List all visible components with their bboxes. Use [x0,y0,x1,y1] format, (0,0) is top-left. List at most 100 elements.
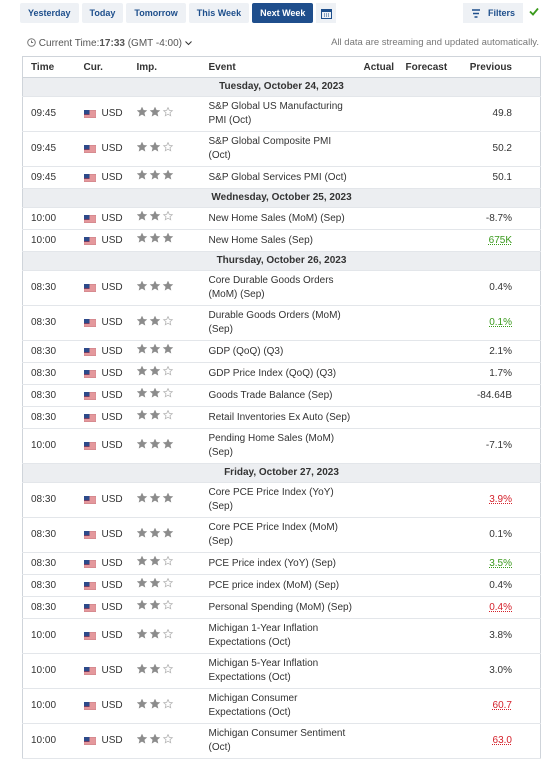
flag-icon [83,603,96,612]
event-row[interactable]: 10:00 USD Pending Home Sales (MoM) (Sep) -7… [22,428,541,464]
event[interactable]: New Home Sales (Sep) [200,229,356,252]
currency: USD [83,734,129,748]
event-row[interactable]: 08:30 USD Retail Inventories Ex Auto (Sep) [22,406,541,429]
currency-code: USD [101,700,123,711]
star [162,599,173,610]
event-row[interactable]: 09:45 USD S&P Global US Manufacturing PMI … [22,96,541,132]
event[interactable]: Goods Trade Balance (Sep) [200,384,356,407]
event[interactable]: Michigan 5-Year Inflation Expectations (… [200,653,356,689]
event[interactable]: Retail Inventories Ex Auto (Sep) [200,406,356,429]
forecast [397,688,456,724]
star [162,106,173,116]
column-header: Actual [355,56,398,78]
event-row[interactable]: 10:00 USD Michigan 5-Year Inflation Expect… [22,653,541,689]
star [162,698,173,708]
event[interactable]: PCE Price index (YoY) (Sep) [200,552,356,575]
currency: USD [83,212,129,226]
actual [355,305,398,341]
tab[interactable]: Yesterday [20,3,79,23]
previous: 50.2 [455,131,541,167]
flag-icon [83,145,96,153]
event[interactable]: S&P Global US Manufacturing PMI (Oct) [200,96,356,132]
event-row[interactable]: 08:30 USD Goods Trade Balance (Sep) -84.64B [22,384,541,407]
importance-stars [136,628,173,638]
event[interactable]: PCE price index (MoM) (Sep) [200,574,356,597]
event[interactable]: Michigan Consumer Sentiment (Oct) [200,723,356,759]
star [162,555,173,566]
event-row[interactable]: 08:30 USD PCE Price index (YoY) (Sep) 3.5% [22,552,541,575]
event[interactable]: Pending Home Sales (MoM) (Sep) [200,428,356,464]
event-row[interactable]: 09:45 USD S&P Global Composite PMI (Oct) 50… [22,131,541,167]
event-row[interactable]: 08:30 USD GDP (QoQ) (Q3) 2.1% [22,340,541,363]
event-row[interactable]: 10:00 USD Michigan Consumer Expectations (… [22,688,541,724]
event[interactable]: Core Durable Goods Orders (MoM) (Sep) [200,270,356,306]
forecast [397,653,456,689]
current-time[interactable]: Current Time:17:33 (GMT -4:00) [27,38,192,49]
actual [355,406,398,429]
event[interactable]: Durable Goods Orders (MoM) (Sep) [200,305,356,341]
header-row: Time Cur. Imp. Event Actual Forecast Previous [22,56,541,78]
event-row[interactable]: 10:00 USD Michigan Consumer Sentiment (Oct… [22,723,541,759]
forecast [397,618,456,654]
tab[interactable]: Next Week [252,3,314,23]
actual [355,270,398,306]
event-row[interactable]: 08:30 USD Core Durable Goods Orders (MoM) … [22,270,541,306]
currency-code: USD [101,345,123,357]
currency-cell: USD [75,270,129,306]
calendar-button[interactable] [316,3,337,23]
event[interactable]: New Home Sales (MoM) (Sep) [200,207,356,230]
importance-stars [136,365,173,376]
filter-icon [472,9,480,18]
event[interactable]: Michigan Consumer Expectations (Oct) [200,688,356,724]
previous [455,406,541,429]
star [136,232,147,243]
currency: USD [83,528,129,542]
event[interactable]: Personal Spending (MoM) (Sep) [200,596,356,619]
event[interactable]: Core PCE Price Index (YoY) (Sep) [200,482,356,518]
currency: USD [83,493,129,507]
currency-code: USD [101,108,123,119]
previous: 2.1% [455,340,541,363]
event-row[interactable]: 08:30 USD PCE price index (MoM) (Sep) 0.4% [22,574,541,597]
star [136,577,147,588]
currency: USD [83,171,129,185]
event-row[interactable]: 10:00 USD New Home Sales (Sep) 675K [22,229,541,252]
tab[interactable]: Tomorrow [126,3,186,23]
event[interactable]: S&P Global Services PMI (Oct) [200,166,356,189]
event[interactable]: Core PCE Price Index (MoM) (Sep) [200,517,356,553]
event-row[interactable]: 10:00 USD New Home Sales (MoM) (Sep) -8.7% [22,207,541,230]
event-row[interactable]: 08:30 USD Core PCE Price Index (MoM) (Sep)… [22,517,541,553]
event[interactable]: S&P Global Composite PMI (Oct) [200,131,356,167]
actual [355,552,398,575]
currency-code: USD [101,171,123,183]
event-row[interactable]: 08:30 USD GDP Price Index (QoQ) (Q3) 1.7% [22,362,541,385]
tab[interactable]: Today [81,3,124,23]
event-row[interactable]: 09:45 USD S&P Global Services PMI (Oct) 50.… [22,166,541,189]
event-row[interactable]: 08:30 USD Durable Goods Orders (MoM) (Sep)… [22,305,541,341]
currency-code: USD [101,389,123,401]
date: Thursday, October 26, 2023 [22,251,541,271]
currency-cell: USD [75,305,129,341]
event[interactable]: Michigan 1-Year Inflation Expectations (… [200,618,356,654]
filters-button[interactable]: Filters [463,3,523,23]
event-row[interactable]: 08:30 USD Personal Spending (MoM) (Sep) 0.4… [22,596,541,619]
star [162,577,173,588]
forecast [397,406,456,429]
currency: USD [83,316,129,330]
currency-cell: USD [75,723,129,759]
previous: 0.4% [455,596,541,619]
event[interactable]: GDP Price Index (QoQ) (Q3) [200,362,356,385]
forecast [397,428,456,464]
event-row[interactable]: 08:30 USD Core PCE Price Index (YoY) (Sep)… [22,482,541,518]
star [136,733,147,743]
currency-cell: USD [75,340,129,363]
currency-code: USD [101,529,123,540]
event[interactable]: GDP (QoQ) (Q3) [200,340,356,363]
event-row[interactable]: 10:00 USD Michigan 1-Year Inflation Expect… [22,618,541,654]
actual [355,96,398,132]
actual [355,574,398,597]
currency-cell: USD [75,384,129,407]
tab[interactable]: This Week [188,3,250,23]
currency: USD [83,411,129,425]
currency: USD [83,142,129,156]
